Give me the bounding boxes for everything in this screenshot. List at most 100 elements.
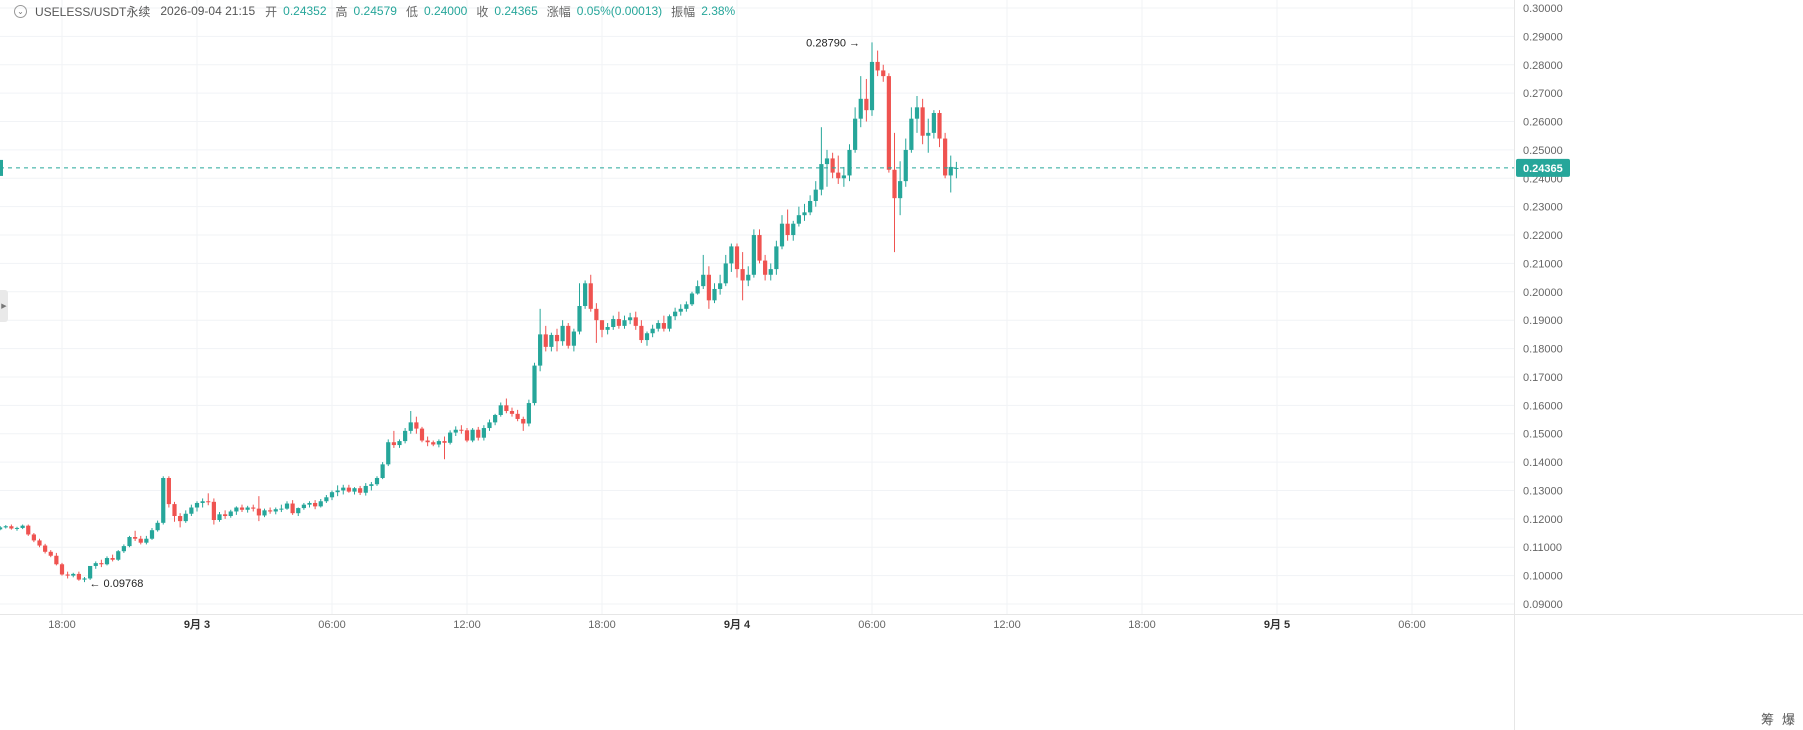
candle[interactable] — [20, 524, 25, 530]
candle[interactable] — [194, 501, 200, 512]
candle[interactable] — [459, 425, 464, 434]
candle[interactable] — [127, 535, 132, 548]
candle[interactable] — [104, 556, 110, 566]
candle[interactable] — [206, 493, 211, 506]
candle[interactable] — [290, 500, 295, 515]
candle[interactable] — [594, 303, 599, 343]
candle[interactable] — [836, 155, 841, 184]
candle[interactable] — [813, 181, 818, 207]
candle[interactable] — [774, 240, 779, 275]
candle[interactable] — [166, 476, 171, 508]
candle[interactable] — [487, 419, 492, 431]
candle[interactable] — [560, 320, 565, 346]
candle[interactable] — [644, 331, 650, 346]
candle[interactable] — [352, 487, 357, 495]
candle[interactable] — [318, 498, 323, 508]
candle[interactable] — [481, 425, 486, 441]
candle[interactable] — [746, 266, 751, 287]
candle[interactable] — [864, 78, 869, 122]
candle[interactable] — [701, 254, 706, 289]
candle[interactable] — [133, 530, 138, 541]
candle[interactable] — [751, 229, 756, 278]
candle[interactable] — [178, 513, 183, 528]
candle[interactable] — [448, 430, 453, 445]
candle[interactable] — [374, 476, 380, 486]
candle[interactable] — [847, 144, 852, 182]
candle[interactable] — [763, 254, 768, 281]
candle[interactable] — [464, 428, 470, 443]
candle[interactable] — [605, 323, 610, 335]
candle[interactable] — [234, 506, 239, 515]
candle[interactable] — [211, 498, 216, 525]
candle[interactable] — [65, 571, 70, 579]
candle[interactable] — [757, 229, 762, 264]
candle[interactable] — [881, 64, 886, 82]
candle[interactable] — [504, 398, 509, 414]
candle[interactable] — [346, 484, 351, 493]
candle[interactable] — [189, 504, 194, 517]
candle[interactable] — [476, 426, 481, 441]
candle[interactable] — [684, 301, 689, 312]
candle[interactable] — [954, 161, 959, 179]
candle[interactable] — [734, 243, 740, 278]
candle[interactable] — [262, 508, 267, 518]
candle[interactable] — [71, 572, 76, 578]
chip-distribution-button[interactable]: 筹 — [1760, 712, 1774, 727]
candle[interactable] — [31, 533, 36, 543]
candle[interactable] — [498, 402, 503, 417]
candle[interactable] — [307, 501, 312, 508]
candle[interactable] — [110, 554, 115, 562]
candle[interactable] — [324, 495, 329, 503]
candle[interactable] — [785, 209, 790, 241]
candle[interactable] — [858, 76, 863, 128]
candle[interactable] — [903, 138, 908, 187]
candle[interactable] — [779, 215, 785, 250]
liquidation-button[interactable]: 爆 — [1781, 712, 1795, 727]
candle[interactable] — [898, 161, 903, 216]
candle[interactable] — [268, 507, 273, 514]
candle[interactable] — [54, 552, 59, 566]
candle[interactable] — [532, 362, 537, 406]
candle[interactable] — [931, 110, 936, 139]
candle[interactable] — [886, 73, 891, 173]
candle[interactable] — [329, 490, 335, 501]
candle[interactable] — [256, 496, 261, 522]
candle[interactable] — [571, 328, 576, 352]
candle[interactable] — [723, 254, 728, 287]
candle[interactable] — [37, 538, 42, 548]
candle[interactable] — [408, 411, 413, 434]
candle[interactable] — [279, 504, 284, 513]
candle[interactable] — [948, 155, 953, 193]
candle[interactable] — [892, 132, 897, 253]
candle[interactable] — [920, 98, 925, 145]
candle[interactable] — [706, 266, 711, 309]
candle[interactable] — [273, 507, 278, 515]
candle[interactable] — [431, 440, 436, 447]
candle[interactable] — [301, 502, 306, 510]
candle[interactable] — [99, 559, 104, 568]
candle[interactable] — [673, 307, 678, 321]
candle[interactable] — [425, 436, 430, 447]
candle[interactable] — [577, 283, 582, 335]
candle[interactable] — [470, 428, 475, 443]
candle[interactable] — [909, 107, 914, 153]
candle[interactable] — [363, 483, 368, 496]
candle[interactable] — [768, 263, 773, 281]
candle[interactable] — [116, 550, 121, 561]
candle[interactable] — [43, 543, 48, 554]
candle[interactable] — [583, 280, 588, 309]
candle[interactable] — [729, 243, 734, 272]
candle[interactable] — [121, 544, 126, 553]
candle[interactable] — [678, 304, 683, 316]
candle[interactable] — [3, 525, 8, 529]
candle[interactable] — [149, 527, 155, 540]
expand-sidebar-handle[interactable]: ▶ — [0, 290, 8, 322]
candle[interactable] — [59, 562, 65, 576]
candle[interactable] — [228, 509, 233, 518]
candle[interactable] — [791, 220, 796, 241]
candle[interactable] — [554, 328, 560, 352]
candle[interactable] — [661, 315, 666, 332]
collapse-chevron-icon[interactable]: ⌄ — [14, 4, 27, 18]
candle[interactable] — [217, 512, 222, 522]
candle[interactable] — [526, 399, 531, 427]
